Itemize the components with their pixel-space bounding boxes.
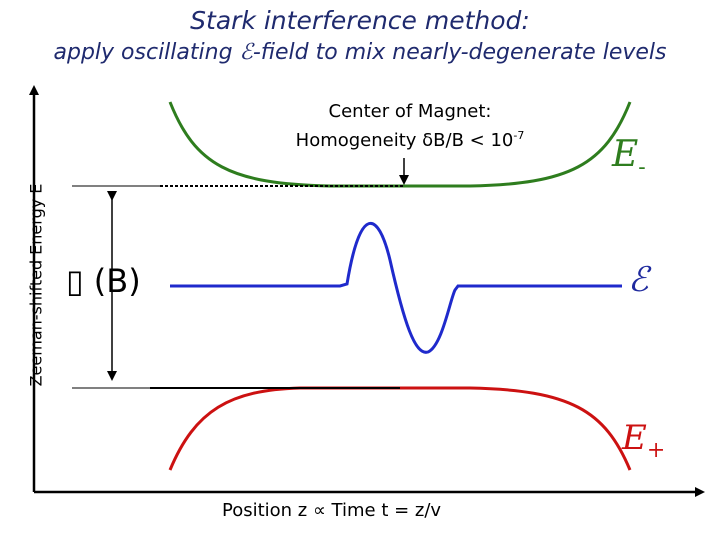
e-plus-label: E+ [622,418,665,463]
field-label: ℰ [628,260,649,300]
energy-gap-label: ▯ (B) [66,262,141,300]
e-plus-curve-right [400,386,632,471]
magnet-note-line1: Center of Magnet: [328,101,492,122]
magnet-note-line2: Homogeneity δB/B < 10-7 [260,124,560,153]
y-axis-label: Zeeman-shifted Energy E [26,183,46,387]
subtitle-prefix: apply oscillating [53,40,240,65]
e-minus-symbol: E [612,134,639,175]
e-minus-subscript: - [638,155,646,181]
magnet-note-exponent: -7 [513,129,525,142]
subtitle-field-symbol: ℰ [239,40,253,65]
x-axis-label: Position z ∝ Time t = z/v [222,500,442,521]
e-plus-symbol: E [622,418,647,458]
field-pulse-curve [170,221,622,354]
e-plus-subscript: + [646,437,666,463]
magnet-note: Center of Magnet: Homogeneity δB/B < 10-… [260,100,560,153]
e-plus-curve-left [168,386,400,471]
e-minus-label: E- [612,134,646,180]
magnet-note-line2-text: Homogeneity δB/B < 10 [295,130,514,151]
diagram-subtitle: apply oscillating ℰ-field to mix nearly-… [0,40,720,65]
diagram-title: Stark interference method: [190,6,530,35]
subtitle-suffix: -field to mix nearly-degenerate levels [252,40,667,65]
